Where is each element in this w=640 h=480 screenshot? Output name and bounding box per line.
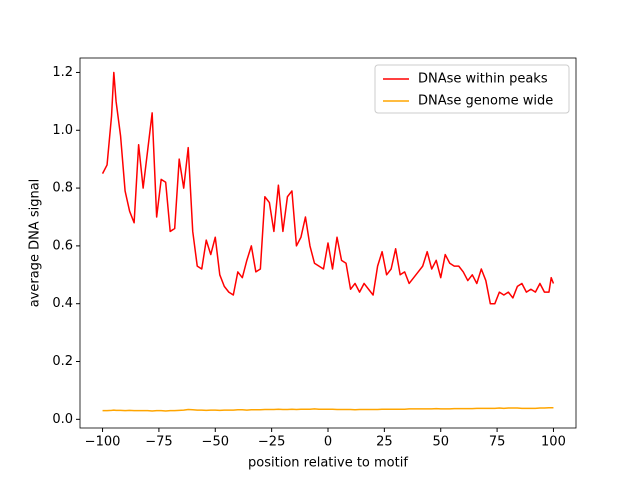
data-line	[102, 407, 554, 412]
data-line	[101, 71, 555, 305]
y-tick-label: 0.0	[52, 412, 73, 427]
x-tick-label: 100	[541, 435, 566, 450]
x-tick-label: −100	[85, 435, 121, 450]
x-tick-label: −75	[145, 435, 172, 450]
legend-label: DNAse genome wide	[418, 94, 553, 109]
legend-label: DNAse within peaks	[418, 72, 548, 87]
x-tick-label: 25	[376, 435, 393, 450]
x-tick-label: −25	[258, 435, 285, 450]
y-tick-label: 0.6	[52, 238, 73, 253]
plot-frame	[79, 57, 577, 429]
x-tick-label: 50	[432, 435, 449, 450]
x-tick-label: 75	[489, 435, 506, 450]
y-tick-label: 0.8	[52, 181, 73, 196]
legend-box	[374, 64, 570, 114]
y-axis-label: average DNA signal	[28, 179, 43, 308]
x-tick-label: 0	[324, 435, 332, 450]
y-tick-label: 0.4	[52, 296, 73, 311]
y-tick-label: 0.2	[52, 354, 73, 369]
y-tick-label: 1.2	[52, 65, 73, 80]
x-axis-label: position relative to motif	[248, 456, 408, 471]
y-tick-label: 1.0	[52, 123, 73, 138]
x-tick-label: −50	[202, 435, 229, 450]
